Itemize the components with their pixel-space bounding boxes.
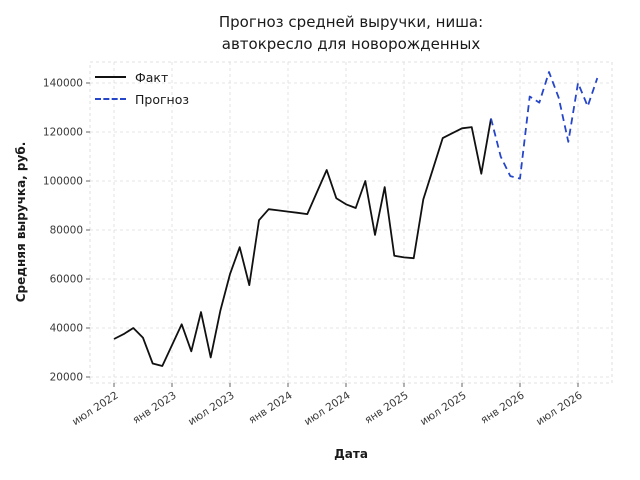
y-tick-label: 40000 bbox=[50, 323, 83, 335]
x-tick-label: янв 2026 bbox=[479, 389, 527, 426]
x-tick-label: июл 2023 bbox=[186, 389, 237, 428]
y-axis-label: Средняя выручка, руб. bbox=[14, 141, 28, 303]
forecast-line-sample bbox=[95, 98, 126, 100]
x-tick-label: июл 2025 bbox=[418, 389, 469, 428]
legend-item-fact: Факт bbox=[95, 66, 189, 88]
legend-label-forecast: Прогноз bbox=[135, 91, 190, 107]
y-tick-label: 120000 bbox=[43, 127, 83, 139]
chart-title-line1: Прогноз средней выручки, ниша: bbox=[218, 13, 484, 31]
y-tick-label: 60000 bbox=[50, 274, 83, 286]
forecast-line bbox=[490, 71, 599, 180]
y-tick-label: 100000 bbox=[43, 176, 83, 188]
y-tick-label: 20000 bbox=[50, 372, 83, 384]
legend-item-forecast: Прогноз bbox=[95, 88, 189, 110]
y-tick-label: 80000 bbox=[50, 225, 83, 237]
legend: Факт Прогноз bbox=[95, 66, 189, 110]
x-axis-label: Дата bbox=[334, 447, 368, 461]
y-tick-label: 140000 bbox=[43, 78, 83, 90]
plot-frame bbox=[89, 61, 613, 384]
x-tick-label: июл 2026 bbox=[534, 389, 585, 428]
chart-title-line2: автокресло для новорожденных bbox=[221, 34, 481, 53]
x-tick-label: июл 2024 bbox=[302, 389, 353, 428]
fact-line bbox=[113, 118, 492, 367]
x-tick-label: янв 2025 bbox=[363, 389, 411, 426]
x-tick-label: июл 2022 bbox=[70, 389, 121, 428]
x-tick-label: янв 2024 bbox=[247, 389, 295, 426]
x-tick-label: янв 2023 bbox=[131, 389, 179, 426]
legend-label-fact: Факт bbox=[135, 69, 169, 85]
chart-title: Прогноз средней выручки, ниша: автокресл… bbox=[219, 12, 483, 56]
fact-line-sample bbox=[95, 76, 126, 78]
